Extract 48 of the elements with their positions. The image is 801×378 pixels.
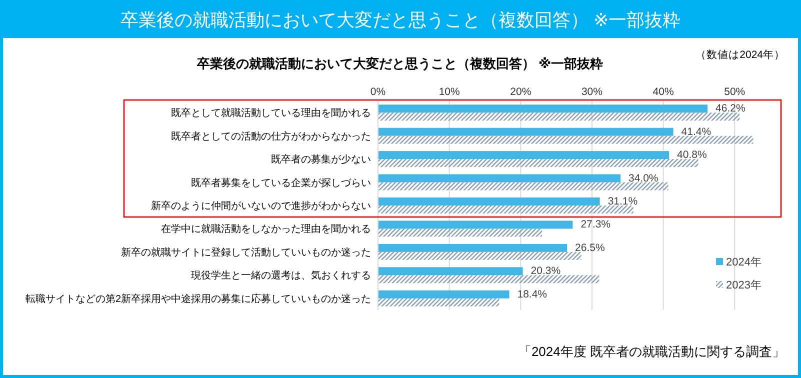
bar	[378, 220, 573, 229]
data-label: 46.2%	[716, 102, 746, 115]
bar	[378, 275, 600, 284]
data-label: 31.1%	[608, 196, 638, 208]
data-label: 26.5%	[575, 242, 605, 254]
y-tick-label: 在学中に就職活動をしなかった理由を聞かれる	[161, 223, 371, 236]
data-label: 20.3%	[530, 265, 561, 278]
bar	[378, 228, 542, 237]
bar	[378, 267, 523, 276]
bar	[378, 206, 634, 214]
bar	[378, 159, 698, 168]
y-tick-label: 新卒の就職サイトに登録して活動していいものか迷った	[121, 246, 371, 258]
y-tick-label: 既卒者としての活動の仕方がわからなかった	[171, 130, 371, 142]
data-label: 34.0%	[628, 172, 658, 184]
y-tick-label: 転職サイトなどの第2新卒採用や中途採用の募集に応募していいものか迷った	[25, 292, 371, 305]
text: （数値は2024年）	[696, 49, 785, 61]
data-label: 18.4%	[517, 288, 548, 300]
bar	[378, 252, 582, 260]
text: 「2024年度 既卒者の就職活動に関する調査」	[518, 344, 785, 359]
legend-label: 2024年	[726, 256, 762, 268]
x-tick-label: 20%	[510, 86, 532, 98]
bar	[378, 128, 674, 136]
x-tick-label: 50%	[724, 86, 746, 98]
bar	[378, 298, 500, 306]
bar	[378, 290, 510, 298]
x-tick-label: 40%	[652, 86, 674, 98]
x-tick-label: 30%	[581, 86, 602, 98]
y-tick-label: 既卒として就職活動している理由を聞かれる	[171, 107, 371, 120]
x-tick-label: 0%	[370, 86, 386, 98]
x-tick-label: 10%	[438, 86, 460, 98]
bar	[378, 151, 670, 160]
data-label: 27.3%	[580, 218, 611, 231]
bar	[378, 182, 668, 190]
bar	[378, 104, 708, 113]
chart-subtitle: 卒業後の就職活動において大変だと思うこと（複数回答） ※一部抜粋	[196, 56, 604, 71]
y-tick-label: 既卒者募集をしている企業が探しづらい	[191, 176, 371, 189]
y-tick-label: 新卒のように仲間がいないので進捗がわからない	[151, 200, 371, 212]
bar	[378, 174, 621, 182]
bar	[378, 198, 600, 206]
legend-label: 2023年	[726, 280, 762, 292]
bar	[378, 112, 740, 121]
chart-title: 卒業後の就職活動において大変だと思うこと（複数回答） ※一部抜粋	[120, 10, 681, 30]
bar	[378, 136, 754, 144]
y-tick-label: 既卒者の募集が少ない	[271, 154, 371, 166]
y-tick-label: 現役学生と一緒の選考は、気おくれする	[191, 270, 371, 282]
data-label: 40.8%	[677, 149, 707, 162]
bar	[378, 244, 568, 252]
data-label: 41.4%	[681, 126, 712, 138]
